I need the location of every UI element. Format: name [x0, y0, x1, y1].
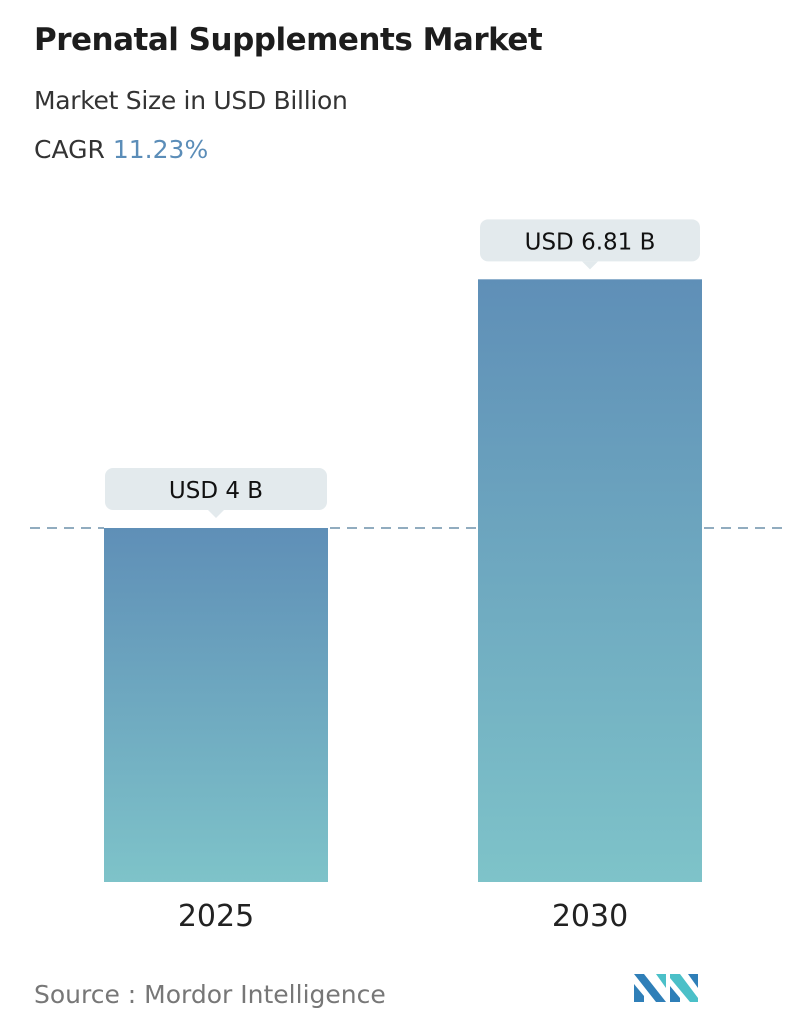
cagr-value: 11.23%	[112, 135, 209, 164]
data-label-pointer	[582, 261, 598, 270]
mordor-logo-icon	[634, 974, 698, 1002]
data-label-pointer	[208, 510, 224, 518]
data-label-box	[480, 219, 700, 262]
x-tick-label: 2030	[552, 899, 628, 934]
bar-chart: USD 4 B 2025 USD 6.81 B 2030	[30, 219, 785, 934]
bar-2025	[104, 528, 328, 882]
cagr-line: CAGR 11.23%	[34, 135, 208, 164]
bar-2030	[478, 279, 702, 882]
chart-title: Prenatal Supplements Market	[34, 22, 543, 58]
data-label-box	[105, 468, 327, 510]
data-label: USD 4 B	[169, 478, 263, 504]
x-tick-label: 2025	[178, 899, 254, 934]
cagr-label: CAGR	[34, 135, 105, 164]
data-label: USD 6.81 B	[525, 229, 656, 255]
chart-subtitle: Market Size in USD Billion	[34, 86, 348, 115]
source-text: Source : Mordor Intelligence	[34, 980, 386, 1009]
